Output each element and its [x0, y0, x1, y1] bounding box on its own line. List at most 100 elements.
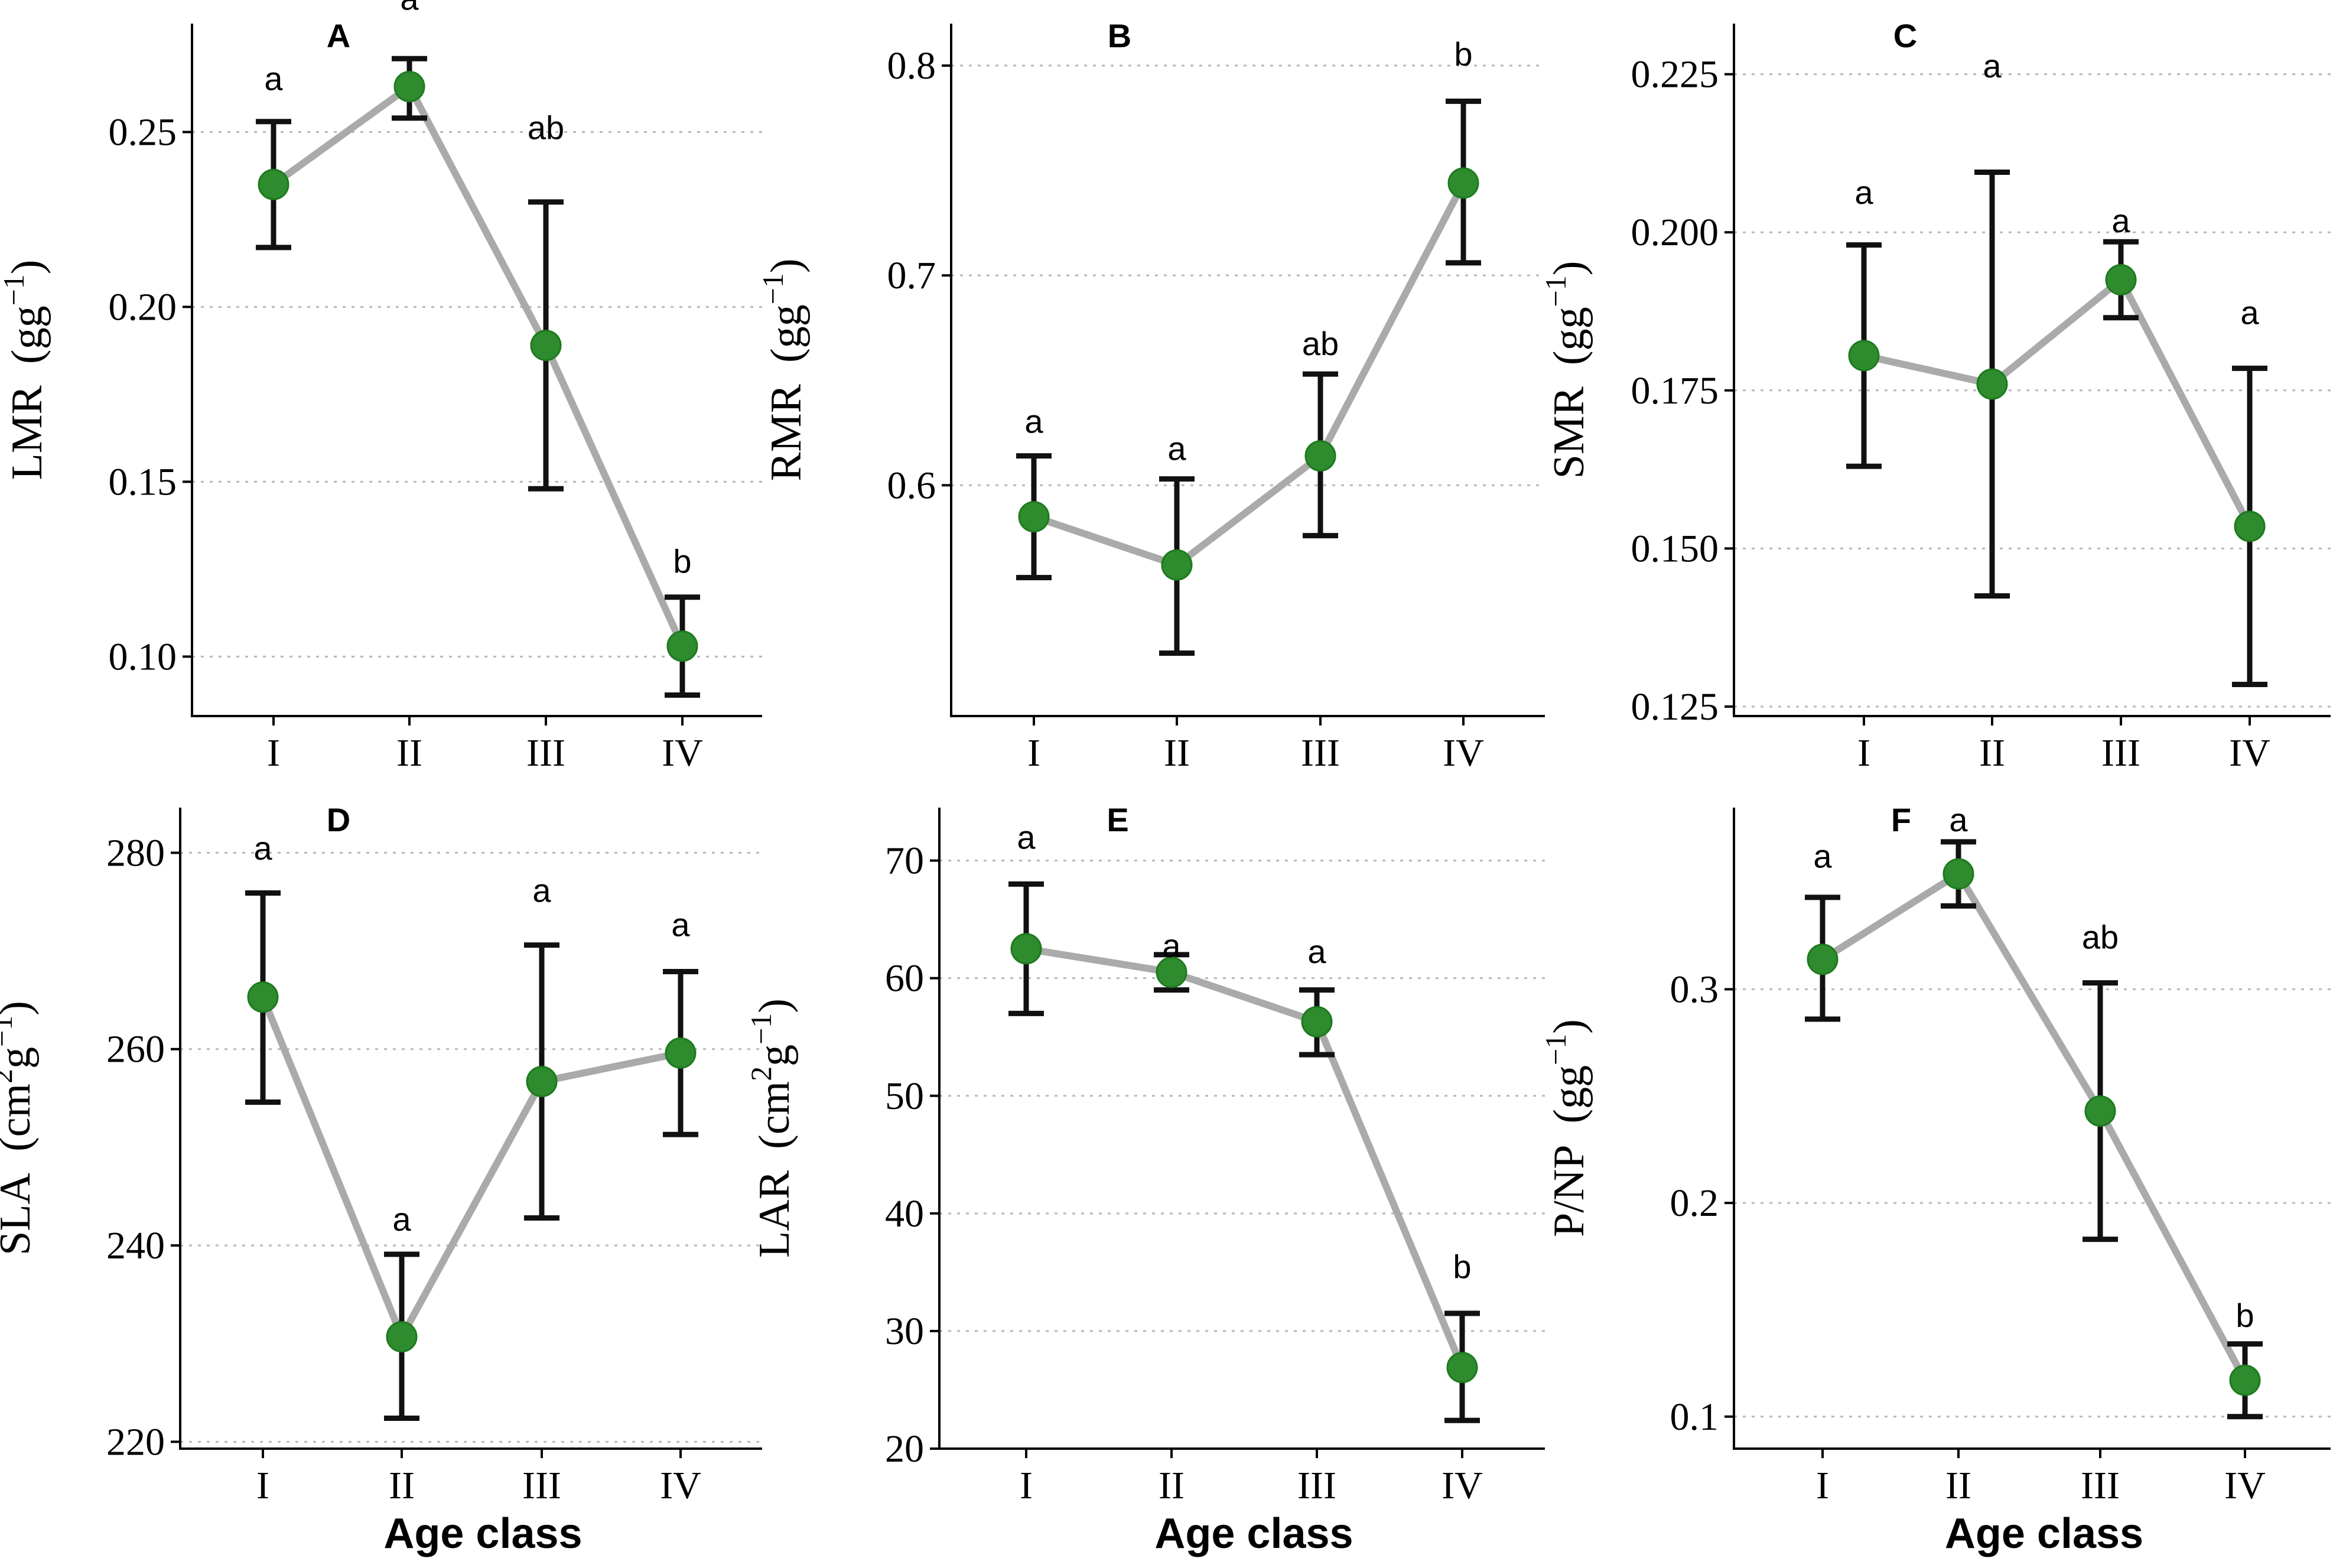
y-tick-label: 0.150: [1631, 527, 1719, 570]
significance-letter: a: [1162, 927, 1181, 964]
x-tick-label: IV: [2224, 1464, 2266, 1507]
y-axis-title: LAR (cm2g−1): [744, 998, 799, 1258]
y-tick-label: 0.125: [1631, 685, 1719, 728]
significance-letter: a: [1949, 801, 1968, 838]
y-axis-title-unit: (gg: [1545, 307, 1593, 365]
y-tick-label: 0.15: [109, 460, 177, 503]
x-tick-label: II: [1164, 731, 1190, 775]
x-tick-label: I: [1020, 1464, 1033, 1507]
y-tick-label: 0.2: [1670, 1182, 1719, 1225]
panel-label: F: [1891, 801, 1911, 838]
y-tick-label: 40: [885, 1192, 924, 1235]
data-point: [665, 1037, 697, 1069]
y-axis-title: SMR (gg−1): [1539, 261, 1593, 479]
data-point: [1976, 368, 2008, 400]
significance-letter: a: [2111, 202, 2130, 239]
data-point: [2084, 1095, 2116, 1127]
significance-letter: a: [400, 0, 419, 17]
x-tick-label: III: [522, 1464, 561, 1507]
y-axis-title-sup: −1: [1539, 275, 1572, 307]
data-point: [1304, 440, 1336, 472]
significance-letter: a: [392, 1201, 411, 1238]
y-axis-title-sup: 2: [0, 1069, 18, 1084]
y-axis-title-unit-mid: g: [0, 1047, 40, 1069]
x-tick-label: III: [2081, 1464, 2120, 1507]
data-point: [1156, 957, 1187, 988]
significance-letter: b: [1453, 1248, 1471, 1285]
y-axis-title-name: SMR: [1545, 386, 1593, 479]
data-point: [393, 71, 425, 103]
x-tick-label: I: [267, 731, 280, 775]
y-axis-title-unit: (cm: [750, 1081, 799, 1149]
y-tick-label: 0.175: [1631, 369, 1719, 412]
y-tick-label: 0.6: [887, 464, 936, 507]
x-tick-label: IV: [1442, 1464, 1483, 1507]
x-tick-label: I: [1027, 731, 1040, 775]
x-tick-label: III: [1301, 731, 1340, 775]
mean-line: [1820, 870, 2249, 1382]
y-tick-label: 280: [106, 831, 165, 874]
y-axis-title-name: RMR: [762, 383, 811, 481]
mean-line: [1863, 276, 2253, 528]
y-axis-title-close: ): [762, 258, 811, 273]
y-tick-label: 0.25: [109, 110, 177, 154]
significance-letter: ab: [1302, 325, 1339, 362]
x-axis-title: Age class: [1154, 1510, 1353, 1557]
x-tick-label: II: [1159, 1464, 1185, 1507]
y-tick-label: 0.200: [1631, 211, 1719, 254]
data-point: [2105, 263, 2137, 295]
panel-label: D: [327, 801, 350, 838]
panel-label: B: [1108, 17, 1131, 54]
significance-letter: b: [673, 542, 691, 580]
y-tick-label: 0.3: [1670, 968, 1719, 1011]
significance-letter: a: [1167, 430, 1186, 467]
x-tick-label: II: [1979, 731, 2005, 775]
significance-letter: a: [671, 906, 690, 944]
data-point: [666, 630, 698, 662]
data-point: [2229, 1364, 2261, 1396]
x-tick-label: II: [1945, 1464, 1971, 1507]
data-point: [1807, 944, 1839, 975]
y-axis-title-close: ): [750, 998, 799, 1013]
data-point: [526, 1066, 558, 1098]
x-tick-label: IV: [660, 1464, 701, 1507]
y-axis-title-close: ): [0, 1001, 40, 1016]
y-tick-label: 30: [885, 1310, 924, 1353]
y-axis-title-close: ): [1545, 1019, 1593, 1034]
significance-letter: a: [532, 872, 551, 909]
data-point: [1942, 858, 1974, 890]
y-axis-title-unit-mid: g: [750, 1045, 799, 1066]
mean-line: [259, 996, 682, 1341]
y-axis-title: P/NP (gg−1): [1539, 1019, 1593, 1237]
significance-letter: a: [1854, 174, 1873, 211]
significance-letter: a: [1307, 933, 1326, 970]
data-point: [258, 168, 289, 200]
significance-letter: a: [1813, 837, 1832, 874]
y-tick-label: 260: [106, 1028, 165, 1071]
x-tick-label: IV: [662, 731, 703, 775]
x-tick-label: III: [1297, 1464, 1336, 1507]
y-axis-title-sup: −1: [1539, 1034, 1572, 1065]
panel-label: E: [1107, 801, 1128, 838]
significance-letter: ab: [2082, 919, 2119, 956]
data-point: [1010, 933, 1042, 965]
x-tick-label: II: [389, 1464, 415, 1507]
y-tick-label: 60: [885, 957, 924, 1000]
y-axis-title-sup2: −1: [744, 1013, 777, 1045]
significance-letter: a: [264, 60, 283, 97]
y-tick-label: 0.8: [887, 44, 936, 87]
y-axis-title-name: LMR: [3, 385, 51, 480]
y-axis-title-sup: −1: [756, 273, 789, 304]
y-axis-title-name: P/NP: [1545, 1145, 1593, 1237]
panel-label: C: [1893, 17, 1917, 54]
y-tick-label: 240: [106, 1224, 165, 1267]
x-tick-label: II: [396, 731, 422, 775]
data-point: [530, 330, 562, 362]
data-point: [1848, 340, 1880, 372]
y-tick-label: 0.1: [1670, 1395, 1719, 1439]
